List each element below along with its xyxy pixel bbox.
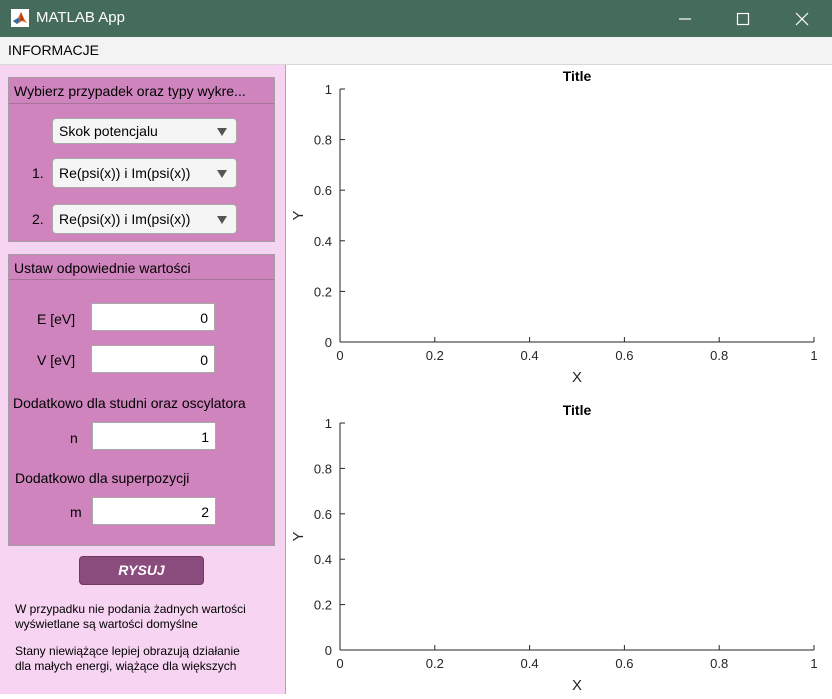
plot2-x-tick-label: 0.2	[426, 656, 444, 671]
energy-states-note: Stany niewiążące lepiej obrazują działan…	[15, 644, 240, 674]
note-line: Stany niewiążące lepiej obrazują działan…	[15, 644, 240, 658]
group-divider	[9, 103, 274, 104]
plot2-y-axis-label: Y	[290, 531, 307, 541]
plot1-number: 1.	[32, 165, 44, 181]
menu-informacje[interactable]: INFORMACJE	[8, 42, 99, 58]
plot2-y-tick-label: 0.4	[314, 552, 332, 567]
plot1-axes[interactable]: 0 0.2 0.4 0.6 0.8 1 0 0.2 0.4 0.6 0.8 1 Title X Y	[290, 68, 818, 386]
matlab-logo-icon	[11, 9, 29, 27]
note-line: W przypadku nie podania żadnych wartości	[15, 602, 246, 616]
plot1-x-tick-label: 0	[336, 348, 343, 363]
case-group-title: Wybierz przypadek oraz typy wykre...	[14, 83, 246, 99]
plot2-title: Title	[563, 402, 592, 418]
minimize-icon	[679, 18, 691, 20]
plot2-type-dropdown[interactable]: Re(psi(x)) i Im(psi(x))	[52, 204, 237, 234]
m-input[interactable]: 2	[92, 497, 216, 525]
plot1-type-dropdown[interactable]: Re(psi(x)) i Im(psi(x))	[52, 158, 237, 188]
close-icon	[795, 12, 809, 26]
plot1-title: Title	[563, 68, 592, 84]
case-selection-group: Wybierz przypadek oraz typy wykre... Sko…	[8, 77, 275, 242]
note-line: wyświetlane są wartości domyślne	[15, 617, 198, 631]
well-oscillator-section-label: Dodatkowo dla studni oraz oscylatora	[13, 395, 246, 411]
note-line: dla małych energi, wiążące dla większych	[15, 659, 237, 673]
plot1-y-tick-label: 0.8	[314, 133, 332, 148]
draw-button[interactable]: RYSUJ	[79, 556, 204, 585]
superposition-section-label: Dodatkowo dla superpozycji	[15, 470, 190, 486]
chevron-down-icon	[217, 128, 227, 136]
plot1-x-tick-label: 0.6	[615, 348, 633, 363]
plot1-x-tick-label: 0.2	[426, 348, 444, 363]
energy-label: E [eV]	[37, 311, 76, 327]
potential-value: 0	[200, 352, 208, 368]
n-label: n	[70, 430, 78, 446]
plot1-y-axis-label: Y	[290, 210, 307, 220]
plot1-x-tick-label: 1	[810, 348, 817, 363]
n-value: 1	[201, 429, 209, 445]
plot2-y-tick-label: 0.6	[314, 507, 332, 522]
default-values-note: W przypadku nie podania żadnych wartości…	[15, 602, 246, 632]
plot-area: 0 0.2 0.4 0.6 0.8 1 0 0.2 0.4 0.6 0.8 1 Title X Y 0 0.2…	[286, 65, 832, 694]
energy-value: 0	[200, 310, 208, 326]
plot2-x-axis-label: X	[572, 677, 582, 694]
plot2-number: 2.	[32, 211, 44, 227]
plot1-x-tick-label: 0.4	[521, 348, 539, 363]
control-panel: Wybierz przypadek oraz typy wykre... Sko…	[0, 65, 286, 694]
plot2-axes[interactable]: 0 0.2 0.4 0.6 0.8 1 0 0.2 0.4 0.6 0.8 1 Title X Y	[290, 402, 818, 694]
plot2-x-tick-label: 1	[810, 656, 817, 671]
title-bar: MATLAB App	[0, 0, 832, 37]
m-label: m	[70, 504, 82, 520]
menu-bar: INFORMACJE	[0, 37, 832, 65]
values-group-title: Ustaw odpowiednie wartości	[14, 260, 191, 276]
plot1-y-tick-label: 0.2	[314, 284, 332, 299]
potential-input[interactable]: 0	[91, 345, 215, 373]
minimize-button[interactable]	[656, 0, 714, 37]
plot1-y-tick-label: 0	[325, 335, 332, 350]
plot2-dropdown-value: Re(psi(x)) i Im(psi(x))	[59, 211, 191, 227]
group-divider	[9, 279, 274, 280]
plot2-x-tick-label: 0	[336, 656, 343, 671]
window-title: MATLAB App	[36, 9, 125, 26]
plot1-y-tick-label: 1	[325, 82, 332, 97]
chevron-down-icon	[217, 216, 227, 224]
n-input[interactable]: 1	[92, 422, 216, 450]
case-dropdown-value: Skok potencjalu	[59, 123, 158, 139]
plot2-y-tick-label: 1	[325, 416, 332, 431]
plot2-x-tick-label: 0.6	[615, 656, 633, 671]
plot1-x-tick-label: 0.8	[710, 348, 728, 363]
plot2-x-tick-label: 0.4	[521, 656, 539, 671]
plots-svg: 0 0.2 0.4 0.6 0.8 1 0 0.2 0.4 0.6 0.8 1 Title X Y 0 0.2…	[290, 68, 818, 694]
plot2-x-tick-label: 0.8	[710, 656, 728, 671]
close-button[interactable]	[773, 0, 831, 37]
plot2-y-tick-label: 0.8	[314, 461, 332, 476]
plot1-dropdown-value: Re(psi(x)) i Im(psi(x))	[59, 165, 191, 181]
chevron-down-icon	[217, 170, 227, 178]
plot1-y-tick-label: 0.4	[314, 234, 332, 249]
plot2-y-tick-label: 0.2	[314, 598, 332, 613]
case-dropdown[interactable]: Skok potencjalu	[52, 118, 237, 144]
plot1-y-tick-label: 0.6	[314, 183, 332, 198]
energy-input[interactable]: 0	[91, 303, 215, 331]
values-group: Ustaw odpowiednie wartości E [eV] 0 V [e…	[8, 254, 275, 546]
potential-label: V [eV]	[37, 352, 76, 368]
m-value: 2	[201, 504, 209, 520]
maximize-icon	[736, 12, 750, 26]
plot1-x-axis-label: X	[572, 369, 582, 386]
maximize-button[interactable]	[714, 0, 772, 37]
plot2-y-tick-label: 0	[325, 643, 332, 658]
